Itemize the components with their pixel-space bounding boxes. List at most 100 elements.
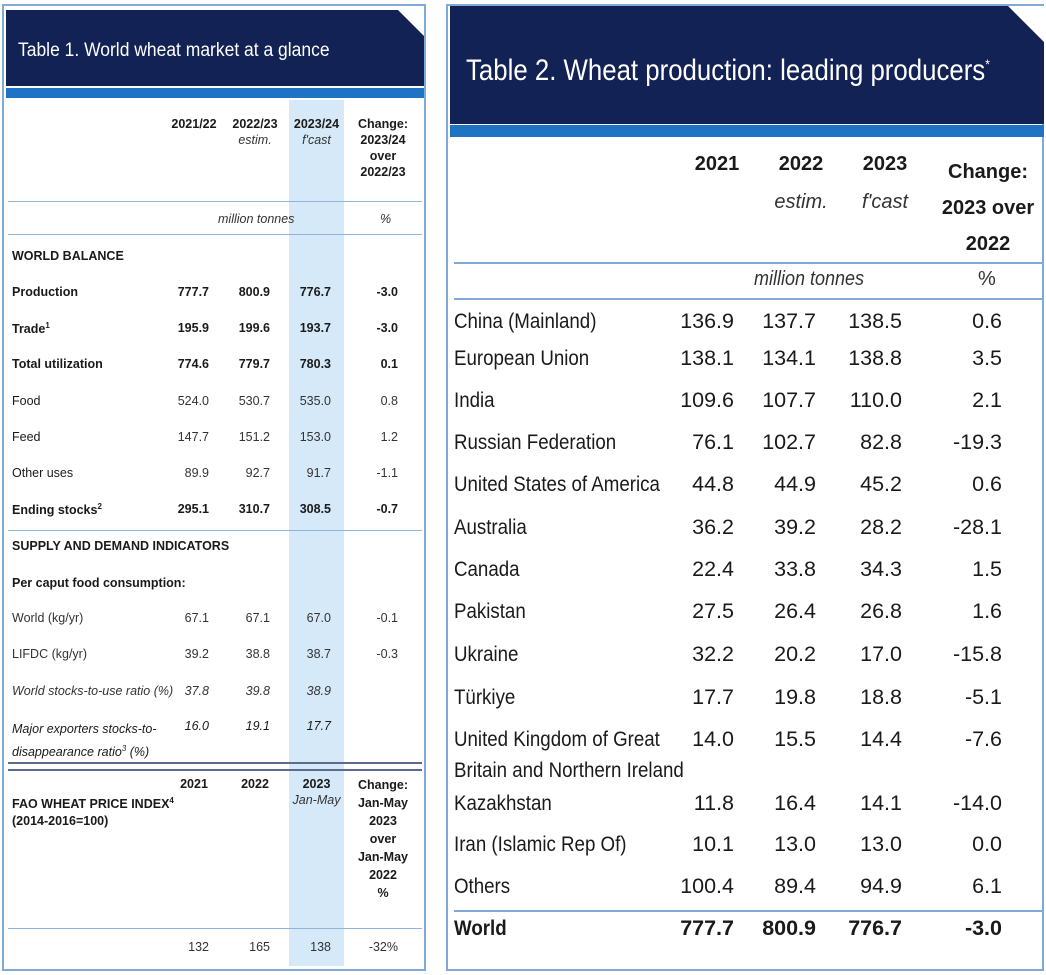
divider bbox=[8, 928, 422, 929]
col-head-2022: 2022 bbox=[778, 153, 824, 175]
producer-value: 17.7 bbox=[692, 685, 734, 709]
balance-row-value: 308.5 bbox=[299, 502, 331, 516]
col-head-change: Change: 2023 over 2022 bbox=[941, 161, 1035, 255]
indicator-row-value: -0.1 bbox=[376, 611, 398, 625]
balance-row-value: -1.1 bbox=[376, 466, 398, 480]
balance-row-value: -0.7 bbox=[376, 502, 398, 516]
producer-value: -5.1 bbox=[964, 685, 1002, 709]
producer-name: China (Mainland) bbox=[454, 309, 597, 333]
balance-row-label: Other uses bbox=[12, 466, 74, 480]
balance-row-label: Ending stocks2 bbox=[12, 502, 102, 518]
producer-name: Canada bbox=[454, 557, 520, 581]
col-head-change: Change: 2023/24 over 2022/23 bbox=[358, 117, 408, 179]
balance-row-value: 774.6 bbox=[177, 357, 209, 371]
producer-value: 89.4 bbox=[774, 874, 816, 898]
producer-value: 18.8 bbox=[860, 685, 902, 709]
balance-row-value: 92.7 bbox=[245, 466, 270, 480]
balance-row-label: Total utilization bbox=[12, 357, 103, 371]
producer-name: Russian Federation bbox=[454, 430, 617, 454]
producer-name: United Kingdom of Great Britain and North… bbox=[454, 727, 684, 782]
balance-row-value: 151.2 bbox=[238, 430, 270, 444]
forecast-column-highlight bbox=[289, 100, 344, 966]
producer-name: Kazakhstan bbox=[454, 791, 552, 815]
producer-value: 3.5 bbox=[972, 346, 1002, 370]
col-sub-fcast: f'cast bbox=[861, 191, 909, 213]
producer-value: -19.3 bbox=[952, 430, 1002, 454]
producer-value: 45.2 bbox=[860, 472, 902, 496]
table-2-panel: Table 2. Wheat production: leading produ… bbox=[446, 4, 1044, 971]
world-2023: 776.7 bbox=[848, 916, 902, 940]
producer-value: 10.1 bbox=[692, 832, 734, 856]
producer-value: 13.0 bbox=[774, 832, 816, 856]
producer-value: 32.2 bbox=[692, 642, 734, 666]
col-head-2021: 2021 bbox=[694, 153, 740, 175]
producer-value: 1.5 bbox=[972, 557, 1002, 581]
producer-name: United States of America bbox=[454, 472, 660, 496]
producer-value: 15.5 bbox=[774, 727, 816, 751]
producer-value: 76.1 bbox=[692, 430, 734, 454]
table-1-accent-bar bbox=[6, 88, 424, 98]
producer-name: Ukraine bbox=[454, 642, 519, 666]
producer-value: 102.7 bbox=[762, 430, 816, 454]
fao-index-label: FAO WHEAT PRICE INDEX4 (2014-2016=100) bbox=[12, 796, 174, 829]
producer-value: 0.6 bbox=[972, 472, 1002, 496]
table-2-header: Table 2. Wheat production: leading produ… bbox=[450, 6, 1044, 124]
producer-name: European Union bbox=[454, 346, 590, 370]
producer-value: 17.0 bbox=[860, 642, 902, 666]
producer-value: 33.8 bbox=[774, 557, 816, 581]
table-1-title: Table 1. World wheat market at a glance bbox=[18, 40, 330, 61]
major-val-2023-24: 17.7 bbox=[306, 719, 331, 733]
indicator-row-value: 39.2 bbox=[184, 647, 209, 661]
major-val-2021-22: 16.0 bbox=[184, 719, 209, 733]
indicator-row-value: 38.8 bbox=[245, 647, 270, 661]
per-caput-label: Per caput food consumption: bbox=[12, 576, 186, 590]
major-exporters-label: Major exporters stocks-to- disappearance… bbox=[12, 722, 157, 760]
producer-name: India bbox=[454, 388, 495, 412]
producer-value: 36.2 bbox=[692, 515, 734, 539]
producer-value: 11.8 bbox=[693, 791, 734, 815]
producer-value: 14.0 bbox=[692, 727, 734, 751]
producer-value: 136.9 bbox=[680, 309, 734, 333]
balance-row-value: 91.7 bbox=[306, 466, 331, 480]
divider bbox=[8, 234, 422, 235]
col-head-2021-22: 2021/22 bbox=[171, 117, 217, 131]
producer-value: -15.8 bbox=[952, 642, 1002, 666]
balance-row-value: -3.0 bbox=[376, 321, 398, 335]
producer-value: 26.8 bbox=[860, 599, 902, 623]
producer-value: 34.3 bbox=[860, 557, 902, 581]
balance-row-value: 800.9 bbox=[238, 285, 270, 299]
col-head-2023: 2023 bbox=[862, 153, 908, 175]
producer-value: -28.1 bbox=[952, 515, 1002, 539]
indicator-row-value: 67.1 bbox=[184, 611, 209, 625]
producer-value: -7.6 bbox=[964, 727, 1002, 751]
balance-row-value: 153.0 bbox=[299, 430, 331, 444]
table-2-accent-bar bbox=[450, 125, 1044, 137]
producer-value: 110.0 bbox=[849, 388, 902, 412]
table-1-panel: Table 1. World wheat market at a glance … bbox=[2, 4, 426, 971]
fao-val-2022: 165 bbox=[249, 940, 270, 954]
producer-value: 138.1 bbox=[680, 346, 734, 370]
producer-value: 27.5 bbox=[692, 599, 734, 623]
producer-value: 94.9 bbox=[860, 874, 902, 898]
col-sub-estim: estim. bbox=[774, 191, 828, 213]
producer-value: 19.8 bbox=[774, 685, 816, 709]
balance-row-value: 524.0 bbox=[177, 394, 209, 408]
producer-value: 14.1 bbox=[860, 791, 902, 815]
percent-label: % bbox=[978, 268, 996, 290]
section-supply-demand: SUPPLY AND DEMAND INDICATORS bbox=[12, 539, 230, 553]
fao-head-2023: 2023 Jan-May bbox=[292, 777, 341, 807]
balance-row-value: 1.2 bbox=[380, 430, 398, 444]
balance-row-label: Feed bbox=[12, 430, 41, 444]
producer-value: 44.9 bbox=[774, 472, 816, 496]
balance-row-value: 89.9 bbox=[184, 466, 209, 480]
unit-label: million tonnes bbox=[754, 268, 865, 290]
producer-value: 100.4 bbox=[680, 874, 734, 898]
producer-value: 1.6 bbox=[972, 599, 1002, 623]
world-2021: 777.7 bbox=[680, 916, 734, 940]
indicator-row-label: World stocks-to-use ratio (%) bbox=[12, 684, 174, 698]
producer-value: 26.4 bbox=[774, 599, 816, 623]
divider bbox=[8, 201, 422, 202]
balance-row-label: Trade1 bbox=[12, 321, 50, 337]
indicator-row-value: 38.9 bbox=[306, 684, 331, 698]
producer-value: 16.4 bbox=[774, 791, 816, 815]
